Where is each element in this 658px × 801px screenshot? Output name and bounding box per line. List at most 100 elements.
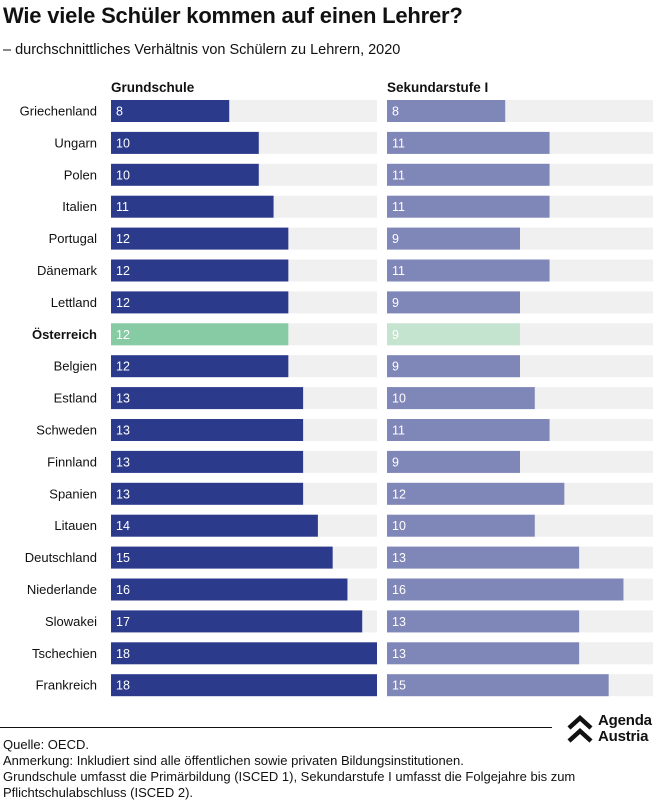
- bar-sekundarstufe: [387, 387, 535, 410]
- bar-grundschule: [111, 578, 348, 601]
- bar-grundschule: [111, 387, 304, 410]
- bar-value-label-sekundarstufe: 13: [392, 551, 406, 565]
- bar-value-label-sekundarstufe: 15: [392, 679, 406, 693]
- bar-sekundarstufe: [387, 642, 580, 665]
- bar-value-label-grundschule: 11: [116, 200, 129, 214]
- bar-grundschule: [111, 323, 289, 346]
- bar-sekundarstufe: [387, 546, 580, 569]
- bar-sekundarstufe: [387, 131, 550, 154]
- bar-value-label-grundschule: 15: [116, 551, 130, 565]
- agenda-austria-logo: Agenda Austria: [566, 712, 658, 748]
- bar-grundschule: [111, 610, 363, 633]
- bar-value-label-grundschule: 12: [116, 232, 130, 246]
- country-label: Schweden: [36, 423, 97, 438]
- source-note: Quelle: OECD.: [3, 737, 89, 752]
- bar-grundschule: [111, 227, 289, 250]
- bar-value-label-sekundarstufe: 10: [392, 519, 406, 533]
- panel-title-sekundarstufe: Sekundarstufe I: [387, 80, 489, 95]
- bar-value-label-grundschule: 10: [116, 168, 130, 182]
- country-label: Polen: [64, 167, 97, 182]
- bar-value-label-sekundarstufe: 11: [392, 136, 405, 150]
- bar-value-label-sekundarstufe: 11: [392, 168, 405, 182]
- bar-value-label-grundschule: 13: [116, 455, 130, 469]
- country-label: Österreich: [32, 327, 97, 342]
- agenda-austria-logo-icon: [567, 714, 593, 743]
- logo-line-2: Austria: [598, 728, 649, 745]
- footer-divider: [0, 727, 552, 728]
- bar-value-label-sekundarstufe: 11: [392, 264, 405, 278]
- bar-grundschule: [111, 259, 289, 282]
- bar-grundschule: [111, 642, 377, 665]
- bar-value-label-grundschule: 13: [116, 392, 130, 406]
- bar-value-label-sekundarstufe: 9: [392, 360, 399, 374]
- bar-value-label-sekundarstufe: 9: [392, 296, 399, 310]
- bar-grundschule: [111, 100, 230, 122]
- bar-value-label-sekundarstufe: 11: [392, 200, 405, 214]
- bar-sekundarstufe: [387, 100, 506, 122]
- bar-grundschule: [111, 419, 304, 441]
- bar-grundschule: [111, 546, 333, 569]
- country-label: Finnland: [47, 454, 97, 469]
- bar-grundschule: [111, 163, 259, 186]
- bar-value-label-grundschule: 12: [116, 328, 130, 342]
- bar-sekundarstufe: [387, 355, 520, 378]
- chart-title: Wie viele Schüler kommen auf einen Lehre…: [3, 3, 463, 28]
- bar-grundschule: [111, 355, 289, 378]
- bar-sekundarstufe: [387, 578, 624, 601]
- country-label: Estland: [54, 391, 97, 406]
- bar-sekundarstufe: [387, 514, 535, 537]
- bar-value-label-sekundarstufe: 11: [392, 424, 405, 438]
- bar-sekundarstufe: [387, 482, 565, 505]
- bar-value-label-sekundarstufe: 9: [392, 455, 399, 469]
- bar-sekundarstufe: [387, 323, 520, 346]
- bar-grundschule: [111, 674, 377, 697]
- bar-sekundarstufe: [387, 259, 550, 282]
- bar-value-label-grundschule: 12: [116, 264, 130, 278]
- country-label: Ungarn: [54, 135, 97, 150]
- bar-value-label-grundschule: 12: [116, 360, 130, 374]
- bar-value-label-grundschule: 16: [116, 583, 130, 597]
- bar-grundschule: [111, 195, 274, 218]
- bar-sekundarstufe: [387, 227, 520, 250]
- country-label: Dänemark: [37, 263, 97, 278]
- bar-grundschule: [111, 131, 259, 154]
- logo-line-1: Agenda: [598, 712, 652, 729]
- bar-grundschule: [111, 450, 304, 473]
- bar-sekundarstufe: [387, 291, 520, 314]
- bar-value-label-sekundarstufe: 9: [392, 232, 399, 246]
- country-label: Tschechien: [32, 646, 97, 661]
- country-label: Frankreich: [36, 678, 97, 693]
- country-label: Litauen: [54, 518, 97, 533]
- bar-value-label-sekundarstufe: 9: [392, 328, 399, 342]
- definition-note-1: Grundschule umfasst die Primärbildung (I…: [3, 769, 576, 784]
- bar-value-label-sekundarstufe: 13: [392, 615, 406, 629]
- chart-subtitle: – durchschnittliches Verhältnis von Schü…: [3, 42, 401, 58]
- bar-grundschule: [111, 291, 289, 314]
- bar-value-label-grundschule: 14: [116, 519, 130, 533]
- bar-value-label-sekundarstufe: 16: [392, 583, 406, 597]
- country-label: Lettland: [51, 295, 97, 310]
- bar-value-label-grundschule: 17: [116, 615, 130, 629]
- bar-value-label-sekundarstufe: 8: [392, 105, 399, 119]
- bar-chart: Griechenland 8 8 Ungarn 10 11 Polen 10 11 Italien…: [20, 100, 653, 697]
- bar-sekundarstufe: [387, 450, 520, 473]
- country-label: Griechenland: [20, 104, 97, 119]
- bar-sekundarstufe: [387, 163, 550, 186]
- bar-value-label-sekundarstufe: 12: [392, 487, 406, 501]
- bar-value-label-grundschule: 18: [116, 647, 130, 661]
- bar-sekundarstufe: [387, 610, 580, 633]
- bar-sekundarstufe: [387, 419, 550, 441]
- bar-value-label-grundschule: 12: [116, 296, 130, 310]
- definition-note-2: Pflichtschulabschluss (ISCED 2).: [3, 785, 194, 800]
- bar-grundschule: [111, 482, 304, 505]
- bar-sekundarstufe: [387, 674, 609, 697]
- bar-value-label-sekundarstufe: 10: [392, 392, 406, 406]
- bar-value-label-grundschule: 10: [116, 136, 130, 150]
- bar-value-label-grundschule: 18: [116, 679, 130, 693]
- country-label: Portugal: [49, 231, 98, 246]
- country-label: Slowakei: [45, 614, 97, 629]
- bar-value-label-grundschule: 8: [116, 105, 123, 119]
- bar-value-label-grundschule: 13: [116, 424, 130, 438]
- bar-grundschule: [111, 514, 318, 537]
- panel-title-grundschule: Grundschule: [111, 80, 195, 95]
